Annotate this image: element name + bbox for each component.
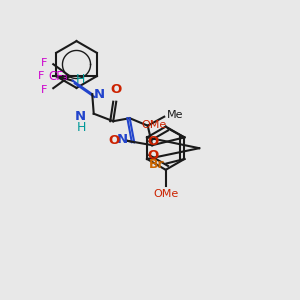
Text: Br: Br (149, 158, 165, 172)
Text: CF₃: CF₃ (49, 70, 68, 83)
Text: O: O (147, 135, 159, 148)
Text: N: N (117, 133, 128, 146)
Text: O: O (111, 83, 122, 96)
Text: N: N (75, 110, 86, 123)
Text: O: O (108, 134, 119, 147)
Text: H: H (77, 121, 86, 134)
Text: H: H (76, 73, 85, 86)
Text: F: F (41, 85, 47, 95)
Text: N: N (94, 88, 105, 101)
Text: OMe: OMe (141, 120, 166, 130)
Text: F: F (41, 58, 47, 68)
Text: O: O (147, 148, 159, 162)
Text: OMe: OMe (153, 189, 178, 199)
Text: F: F (38, 71, 44, 81)
Text: Me: Me (167, 110, 184, 120)
